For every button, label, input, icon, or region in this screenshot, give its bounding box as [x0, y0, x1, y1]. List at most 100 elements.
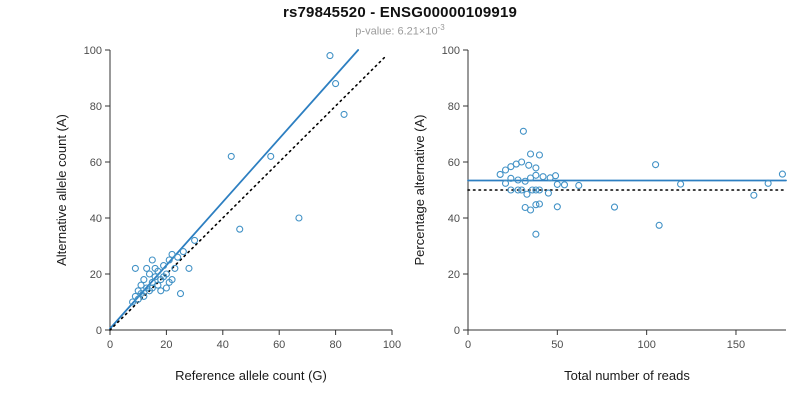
data-point [154, 281, 162, 289]
data-point [535, 186, 544, 194]
data-point [521, 177, 529, 185]
data-point [267, 152, 275, 160]
y-tick-label: 100 [84, 45, 102, 57]
figure-header: rs79845520 - ENSG00000109919 p-value: 6.… [0, 4, 800, 38]
y-tick-label: 0 [96, 325, 102, 337]
plot-subtitle: p-value: 6.21×10-3 [0, 23, 800, 38]
data-point [535, 200, 544, 208]
x-axis-title: Reference allele count (G) [175, 368, 327, 383]
x-tick-label: 50 [551, 339, 563, 351]
data-point [544, 189, 552, 197]
data-point [655, 221, 663, 229]
data-point [750, 191, 758, 199]
data-point [501, 179, 510, 187]
data-point [171, 264, 179, 272]
x-tick-label: 80 [329, 339, 341, 351]
x-tick-label: 60 [273, 339, 285, 351]
data-point [160, 262, 168, 270]
data-point [168, 276, 176, 284]
y-tick-label: 60 [448, 157, 460, 169]
data-point [518, 186, 526, 194]
regression-line [109, 49, 360, 330]
data-point [532, 186, 540, 194]
pvalue-exponent: -3 [437, 23, 445, 32]
data-point [778, 170, 786, 178]
y-tick-label: 60 [90, 157, 102, 169]
y-tick-label: 80 [90, 101, 102, 113]
percentage-reads-scatter-chart: 0 50 100 150 0 20 40 60 80 100 Total number of rea… [412, 45, 787, 383]
data-point [340, 110, 348, 118]
y-tick-label: 20 [90, 269, 102, 281]
data-point [514, 186, 522, 194]
data-point [332, 80, 340, 88]
x-tick-label: 0 [465, 339, 471, 351]
identity-line [109, 54, 388, 331]
x-tick-label: 40 [217, 339, 229, 351]
data-point [528, 186, 536, 194]
data-point [526, 206, 535, 214]
data-point [553, 203, 561, 211]
data-point [176, 290, 185, 298]
data-point [185, 264, 193, 272]
data-point [148, 278, 156, 286]
data-point [168, 250, 176, 258]
x-tick-label: 100 [383, 339, 401, 351]
data-point [532, 201, 540, 209]
data-point [553, 180, 561, 188]
data-point [157, 287, 165, 295]
data-point [162, 284, 170, 292]
data-point [174, 253, 182, 261]
data-point [131, 264, 139, 272]
pvalue-text: p-value: 6.21×10 [355, 25, 438, 38]
data-point [575, 181, 583, 190]
data-point [535, 151, 544, 159]
y-tick-label: 40 [90, 213, 102, 225]
data-point [539, 173, 547, 181]
data-point [525, 161, 533, 169]
data-point [227, 152, 235, 160]
data-point [551, 172, 560, 180]
data-point [154, 267, 162, 275]
data-point [162, 270, 170, 278]
allele-count-scatter-chart: 0 20 40 60 80 100 0 20 40 60 80 100 Reference allele… [54, 45, 401, 383]
x-tick-label: 0 [107, 339, 113, 351]
data-point [532, 230, 540, 238]
data-point [326, 52, 334, 60]
data-point [764, 179, 772, 187]
data-point [507, 174, 515, 182]
data-point [610, 203, 619, 211]
data-point [165, 256, 173, 264]
data-point [129, 298, 137, 306]
y-tick-label: 0 [454, 325, 460, 337]
data-point [295, 214, 303, 222]
data-point [652, 161, 660, 169]
data-point [140, 276, 148, 284]
y-axis-title: Alternative allele count (A) [54, 114, 69, 266]
y-axis-title: Percentage alternative (A) [412, 114, 427, 265]
data-point [514, 176, 522, 184]
y-tick-label: 100 [442, 45, 460, 57]
data-point [507, 186, 515, 194]
x-tick-label: 100 [637, 339, 655, 351]
data-point [179, 248, 187, 256]
y-tick-label: 80 [448, 101, 460, 113]
x-tick-label: 150 [727, 339, 745, 351]
data-point [496, 170, 504, 178]
data-point [134, 295, 142, 303]
charts-row: 0 20 40 60 80 100 0 20 40 60 80 100 Reference allele… [0, 44, 800, 400]
data-point [148, 256, 156, 264]
data-point [140, 292, 148, 300]
data-point [145, 270, 154, 278]
data-point [518, 158, 526, 166]
data-point [526, 150, 535, 158]
data-point [523, 190, 531, 198]
data-point [143, 264, 151, 272]
x-axis-title: Total number of reads [564, 368, 690, 383]
x-tick-label: 20 [160, 339, 172, 351]
data-point [236, 225, 244, 233]
data-point [526, 174, 535, 182]
data-point [151, 273, 159, 281]
data-point [137, 281, 145, 289]
data-point [532, 171, 540, 179]
data-point [532, 164, 540, 172]
